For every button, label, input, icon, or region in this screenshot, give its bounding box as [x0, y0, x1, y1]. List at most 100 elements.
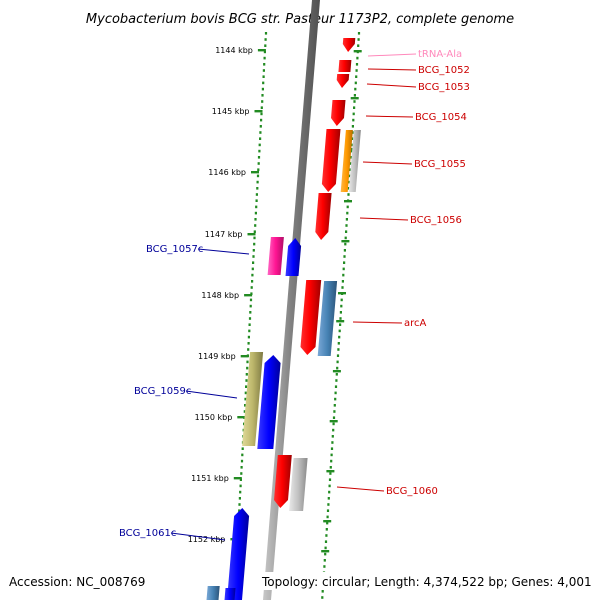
outer-ruler-dot: [333, 410, 336, 413]
inner-ruler-dot: [254, 224, 257, 227]
outer-ruler-dot: [333, 404, 336, 407]
cds-feature-bcg-1052: [338, 60, 352, 72]
gene-label-leader: [362, 161, 413, 165]
outer-ruler-dot: [329, 466, 332, 469]
outer-ruler-dot: [349, 162, 352, 165]
inner-ruler-dot: [245, 385, 248, 388]
inner-ruler-dot: [262, 75, 265, 78]
gene-label: BCG_1055: [414, 159, 466, 170]
inner-ruler-major-tick: [233, 477, 242, 480]
inner-ruler-major-tick: [237, 416, 246, 419]
outer-ruler-dot: [334, 385, 338, 388]
inner-ruler-major-tick: [254, 110, 263, 113]
inner-ruler-dot: [244, 391, 247, 395]
inner-ruler-dot: [240, 472, 243, 475]
inner-ruler-dot: [250, 286, 253, 289]
inner-ruler-dot: [238, 509, 241, 512]
outer-ruler-dot: [335, 379, 338, 382]
outer-ruler-major-tick: [326, 470, 335, 473]
cds-feature-blue-2: [224, 588, 236, 600]
inner-ruler-dot: [249, 304, 252, 308]
outer-ruler-dot: [328, 478, 332, 481]
inner-ruler-dot: [250, 292, 253, 295]
outer-ruler-major-tick: [341, 240, 350, 243]
outer-ruler-dot: [354, 87, 357, 91]
inner-ruler-dot: [238, 503, 241, 506]
inner-ruler-dot: [262, 81, 265, 85]
outer-ruler-dot: [326, 509, 330, 512]
inner-ruler-dot: [246, 360, 249, 364]
outer-ruler-dot: [343, 261, 346, 264]
outer-ruler-dot: [328, 490, 331, 494]
outer-ruler-dot: [337, 342, 340, 345]
outer-ruler-dot: [321, 590, 324, 593]
inner-ruler-dot: [261, 100, 264, 103]
gene-label: BCG_1060: [386, 486, 438, 497]
outer-ruler-dot: [330, 459, 333, 463]
outer-ruler-dot: [356, 56, 359, 60]
inner-ruler-dot: [261, 87, 264, 91]
inner-ruler-dot: [248, 317, 252, 320]
kbp-tick-label: 1145 kbp: [212, 107, 250, 116]
inner-ruler-dot: [257, 162, 260, 165]
inner-ruler-dot: [239, 490, 242, 494]
inner-ruler-dot: [263, 56, 266, 60]
outer-ruler-dot: [331, 441, 334, 444]
cds-feature-bcg-1057c: [267, 237, 284, 275]
outer-ruler-dot: [334, 391, 337, 395]
inner-ruler-dot: [262, 69, 265, 72]
gene-label-leader: [367, 53, 417, 57]
inner-ruler-dot: [258, 143, 261, 147]
outer-ruler-dot: [342, 267, 345, 271]
outer-ruler-dot: [350, 143, 353, 147]
inner-ruler-dot: [253, 242, 256, 246]
outer-ruler-dot: [336, 360, 339, 364]
outer-ruler-dot: [353, 106, 356, 109]
outer-ruler-major-tick: [321, 550, 330, 553]
inner-ruler-dot: [246, 366, 249, 370]
inner-ruler-dot: [253, 236, 256, 240]
inner-ruler-dot: [239, 484, 242, 488]
outer-ruler-dot: [345, 218, 348, 221]
inner-ruler-dot: [256, 187, 259, 190]
inner-ruler-dot: [255, 193, 258, 196]
inner-ruler-dot: [251, 280, 254, 283]
cds-feature-bcg-1054: [331, 100, 346, 126]
kbp-tick-label: 1150 kbp: [195, 413, 233, 422]
outer-ruler-major-tick: [350, 97, 359, 100]
outer-ruler-dot: [338, 335, 341, 339]
outer-ruler-dot: [355, 75, 358, 78]
outer-ruler-dot: [329, 472, 332, 475]
inner-ruler-dot: [240, 466, 243, 469]
tick-labels: 1144 kbp 1145 kbp 1146 kbp 1147 kbp 1148 kbp…: [188, 46, 266, 544]
outer-ruler-dot: [339, 317, 342, 320]
outer-ruler-dot: [335, 373, 338, 376]
gene-label: BCG_1061c: [119, 528, 176, 539]
outer-ruler-dot: [351, 125, 354, 128]
inner-ruler-dot: [252, 261, 255, 264]
outer-ruler-dot: [334, 397, 337, 401]
inner-ruler-dot: [264, 32, 268, 35]
inner-ruler-dot: [260, 106, 263, 109]
kbp-tick-label: 1146 kbp: [208, 168, 246, 177]
outer-ruler-dot: [324, 546, 327, 550]
inner-ruler-dot: [248, 323, 251, 326]
inner-ruler-dot: [245, 379, 248, 382]
outer-ruler-dot: [352, 112, 355, 116]
outer-ruler-major-tick: [353, 50, 362, 53]
inner-ruler-dot: [245, 373, 248, 376]
cds-feature-arca: [300, 280, 322, 355]
outer-ruler-dot: [325, 534, 328, 537]
outer-ruler-major-tick: [329, 420, 338, 423]
outer-ruler-dot: [349, 156, 352, 159]
outer-ruler-dot: [347, 187, 350, 190]
gene-label-leader: [367, 68, 417, 71]
accession-text: Accession: NC_008769: [9, 575, 145, 589]
inner-ruler-dot: [263, 50, 266, 54]
inner-ruler-dot: [254, 211, 257, 215]
inner-ruler-dot: [259, 137, 262, 140]
cds-feature-bcg-1059c: [257, 355, 281, 449]
gene-label: BCG_1054: [415, 112, 467, 123]
inner-ruler-dot: [253, 230, 256, 233]
